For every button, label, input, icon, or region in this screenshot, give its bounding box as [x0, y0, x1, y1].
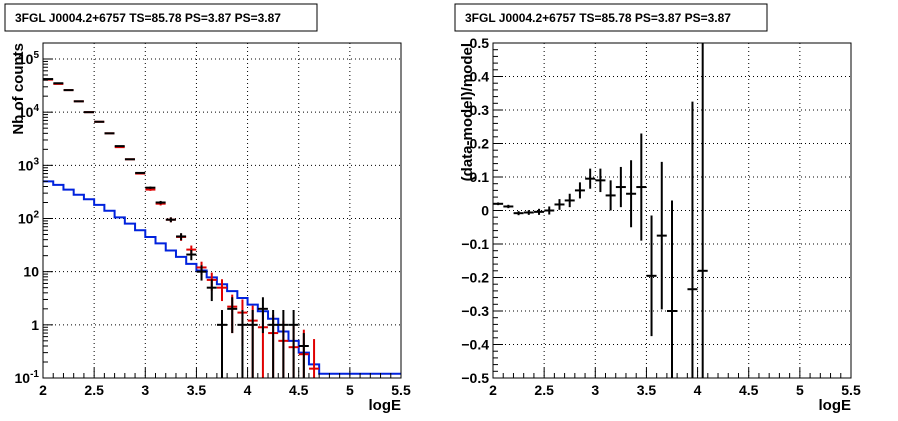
- counts-panel: 3FGL J0004.2+6757 TS=85.78 PS=3.87 PS=3.…: [4, 3, 411, 414]
- background-step-line: [43, 180, 401, 375]
- residuals-x-ticks: 2 2.5 3 3.5 4 4.5 5 5.5: [489, 368, 861, 398]
- y-tick-label: −0.4: [461, 337, 489, 353]
- counts-title-box: [4, 3, 318, 32]
- data-points: [43, 78, 309, 378]
- x-tick-label: 3: [591, 382, 599, 398]
- x-tick-label: 5: [796, 382, 804, 398]
- y-tick-label: 10-1: [15, 369, 40, 386]
- y-tick-label: 0.4: [470, 69, 490, 85]
- x-tick-label: 5: [346, 382, 354, 398]
- x-tick-label: 3: [141, 382, 149, 398]
- y-tick-label: 105: [18, 50, 40, 67]
- y-tick-label: 10: [23, 264, 39, 280]
- counts-title: 3FGL J0004.2+6757 TS=85.78 PS=3.87 PS=3.…: [15, 11, 281, 25]
- x-tick-label: 4: [244, 382, 252, 398]
- y-tick-label: −0.2: [461, 270, 489, 286]
- counts-x-axis-title: logE: [369, 397, 402, 414]
- x-tick-label: 3.5: [187, 382, 207, 398]
- y-tick-label: −0.5: [461, 370, 489, 386]
- y-tick-label: 0.5: [470, 35, 490, 51]
- x-tick-label: 3.5: [637, 382, 657, 398]
- counts-y-ticks: 10-1 1 10 102 103 104 105: [15, 42, 53, 386]
- x-tick-label: 2: [489, 382, 497, 398]
- total-model-points: [43, 78, 320, 378]
- y-tick-label: 0.1: [470, 169, 490, 185]
- x-tick-label: 2.5: [534, 382, 554, 398]
- residuals-y-ticks: −0.5 −0.4 −0.3 −0.2 −0.1 0 0.1 0.2 0.3 0.4 0.5: [461, 35, 503, 386]
- residuals-y-axis-title: (data-model)/model: [459, 43, 476, 181]
- x-tick-label: 2: [39, 382, 47, 398]
- x-tick-label: 5.5: [391, 382, 411, 398]
- residual-points: [493, 43, 708, 378]
- residuals-title: 3FGL J0004.2+6757 TS=85.78 PS=3.87 PS=3.…: [465, 11, 731, 25]
- y-tick-label: 102: [18, 210, 40, 227]
- y-tick-label: 103: [18, 156, 40, 173]
- y-tick-label: 104: [18, 103, 40, 120]
- x-tick-label: 2.5: [84, 382, 104, 398]
- x-tick-label: 4.5: [289, 382, 309, 398]
- y-tick-label: 0.3: [470, 102, 490, 118]
- residuals-panel: 3FGL J0004.2+6757 TS=85.78 PS=3.87 PS=3.…: [454, 3, 861, 414]
- residuals-x-axis-title: logE: [819, 397, 852, 414]
- x-tick-label: 4.5: [739, 382, 759, 398]
- background-model-histogram: [43, 180, 401, 375]
- counts-x-ticks: 2 2.5 3 3.5 4 4.5 5 5.5: [39, 368, 411, 398]
- y-tick-label: −0.3: [461, 303, 489, 319]
- y-tick-label: 0.2: [470, 136, 490, 152]
- counts-plot-frame: [42, 42, 402, 379]
- x-tick-label: 5.5: [841, 382, 861, 398]
- y-tick-label: 0: [481, 203, 489, 219]
- counts-y-axis-title: Nb of counts: [10, 43, 27, 135]
- x-tick-label: 4: [694, 382, 702, 398]
- residuals-title-box: [454, 3, 768, 32]
- y-tick-label: −0.1: [461, 236, 489, 252]
- y-tick-label: 1: [31, 317, 39, 333]
